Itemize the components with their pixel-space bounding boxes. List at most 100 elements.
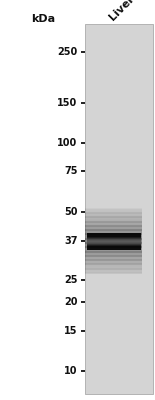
Bar [85,268,142,270]
Bar [85,240,142,242]
Bar [85,252,142,254]
Text: Liver: Liver [107,0,136,22]
Bar [85,235,142,237]
Bar [85,224,142,226]
Bar [85,270,142,272]
Bar [85,224,142,226]
Bar [85,262,142,264]
Bar [85,242,142,244]
Bar [85,272,142,274]
Bar [85,260,142,262]
Bar [85,249,142,251]
Bar [85,230,142,232]
Bar [85,258,142,260]
Text: 150: 150 [57,98,78,108]
Bar [85,245,142,247]
Bar [85,233,142,235]
Bar [85,216,142,218]
Bar [85,272,142,274]
Bar [85,226,142,228]
Bar [85,211,142,213]
Bar [85,231,142,233]
Bar [85,223,142,225]
Bar [85,268,142,270]
Bar [85,255,142,257]
Bar [85,227,142,229]
Bar [87,238,140,240]
Bar [85,237,142,239]
Bar [85,246,142,248]
Bar [85,250,142,252]
Bar [85,208,142,210]
Bar [85,212,142,214]
Bar [85,263,142,265]
Bar [85,246,142,248]
Bar [85,220,142,222]
Bar [85,271,142,273]
Text: 37: 37 [64,236,78,246]
Text: 250: 250 [57,47,78,57]
Bar [85,217,142,219]
Bar [87,240,140,242]
Bar [85,256,142,258]
Bar [87,237,140,239]
Bar [85,260,142,262]
Bar [85,222,142,224]
Bar [85,214,142,216]
Text: 10: 10 [64,366,78,376]
Bar [85,241,142,243]
Bar [85,243,142,245]
Bar [87,242,140,244]
Bar [85,215,142,217]
Bar [85,234,142,236]
Bar [87,237,140,240]
Bar [85,209,142,211]
Bar [85,254,142,256]
Bar [87,243,140,245]
Bar [85,265,142,267]
Bar [85,236,142,238]
Bar [87,238,140,240]
Bar [85,229,142,231]
Text: 75: 75 [64,166,78,176]
Bar [85,257,142,259]
Bar [87,244,140,246]
Text: 100: 100 [57,138,78,148]
Bar [87,241,140,244]
Bar [85,212,142,214]
Bar [85,238,142,240]
Bar [85,228,142,230]
Bar [85,218,142,220]
Bar [85,254,142,256]
Bar [85,264,142,266]
Bar [87,242,140,244]
Bar [85,234,142,236]
Bar [85,232,142,234]
Text: 15: 15 [64,326,78,336]
Bar [85,264,142,266]
Bar [85,253,142,255]
Bar [85,220,142,222]
Bar [85,250,142,252]
Text: 20: 20 [64,298,78,308]
Bar [87,239,140,242]
Bar [85,247,142,249]
Bar [85,259,142,261]
Bar [85,219,142,221]
Bar [85,239,142,241]
Bar [85,221,142,223]
Bar [85,24,153,394]
Text: kDa: kDa [31,14,55,24]
Bar [85,248,142,250]
Bar [85,267,142,269]
Bar [87,232,141,250]
Bar [87,239,140,241]
Bar [87,241,140,243]
Bar [85,269,142,271]
Bar [85,216,142,218]
Bar [85,230,142,232]
Bar [87,240,140,242]
Bar [85,238,142,240]
Bar [85,225,142,227]
Bar [85,213,142,215]
